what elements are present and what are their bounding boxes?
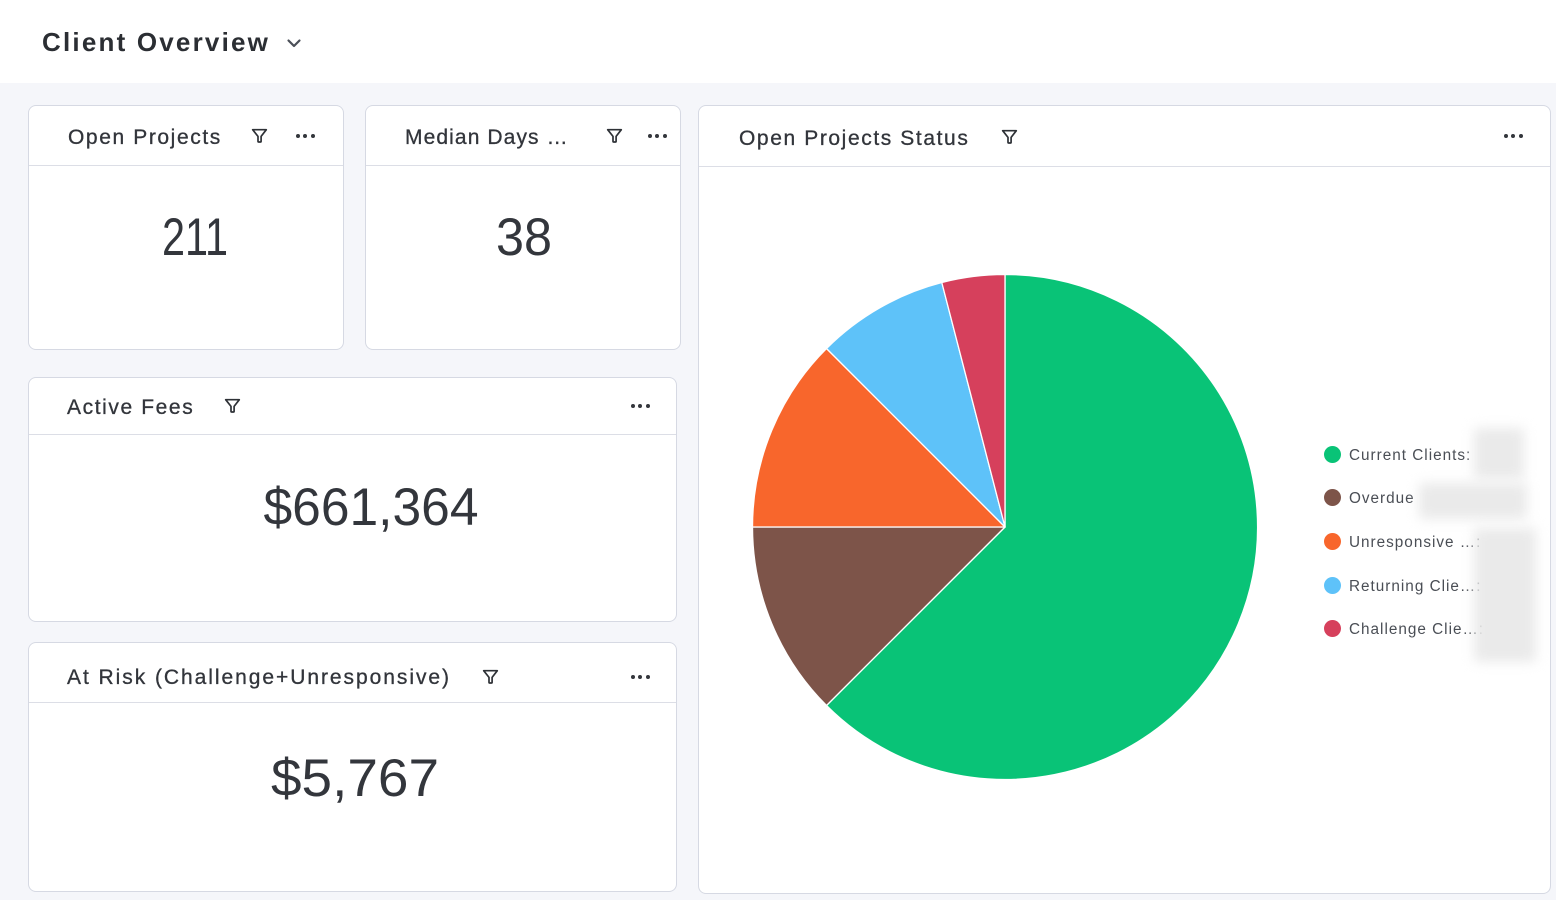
- svg-text:211: 211: [162, 208, 228, 267]
- svg-text:38: 38: [496, 208, 552, 267]
- svg-text:$5,767: $5,767: [271, 749, 439, 808]
- svg-text:$661,364: $661,364: [264, 478, 479, 537]
